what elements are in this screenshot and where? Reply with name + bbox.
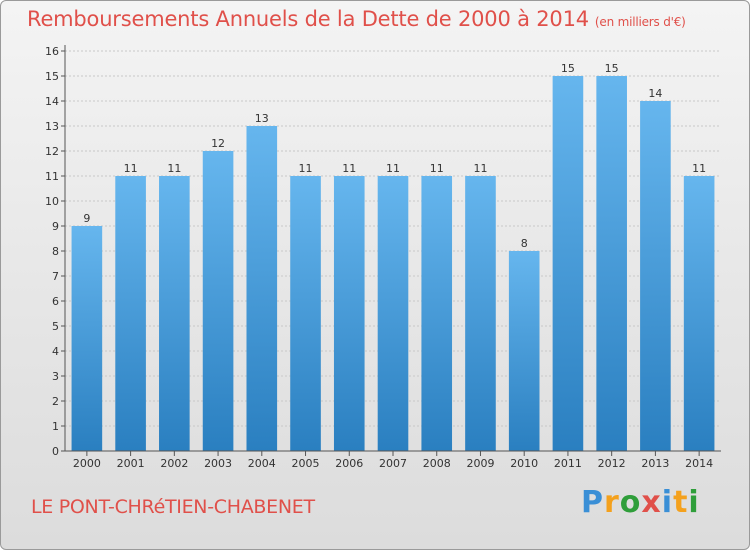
y-tick-label: 15 — [45, 70, 59, 83]
axes — [61, 45, 721, 456]
data-label: 13 — [255, 112, 269, 125]
chart-unit: (en milliers d'€) — [594, 15, 686, 29]
data-label: 11 — [167, 162, 181, 175]
bars — [71, 76, 715, 451]
x-tick-label: 2008 — [423, 457, 451, 470]
commune-name: LE PONT-CHRéTIEN-CHABENET — [31, 496, 315, 518]
bar-2009 — [465, 176, 496, 451]
data-label: 9 — [83, 212, 90, 225]
data-label: 11 — [692, 162, 706, 175]
x-tick-label: 2013 — [641, 457, 669, 470]
bar-2010 — [508, 251, 540, 451]
data-label: 8 — [521, 237, 528, 250]
logo-letter: i — [661, 485, 674, 520]
x-tick-label: 2007 — [379, 457, 407, 470]
x-tick-label: 2006 — [335, 457, 363, 470]
data-label: 11 — [342, 162, 356, 175]
data-label: 11 — [299, 162, 313, 175]
data-label: 14 — [648, 87, 662, 100]
data-label: 11 — [124, 162, 138, 175]
y-tick-label: 11 — [45, 170, 59, 183]
logo-letter: o — [619, 485, 642, 520]
y-tick-label: 6 — [52, 295, 59, 308]
x-tick-label: 2014 — [685, 457, 713, 470]
data-label: 11 — [386, 162, 400, 175]
bar-2002 — [159, 176, 190, 451]
logo-letter: P — [581, 485, 604, 520]
y-tick-label: 14 — [45, 95, 59, 108]
bar-2007 — [377, 176, 409, 451]
logo-letter: r — [604, 485, 620, 520]
y-tick-label: 13 — [45, 120, 59, 133]
x-tick-label: 2010 — [510, 457, 538, 470]
bar-2013 — [640, 101, 671, 451]
bar-2004 — [246, 126, 278, 451]
bar-2008 — [421, 176, 453, 451]
chart-title: Remboursements Annuels de la Dette de 20… — [27, 7, 686, 31]
x-tick-label: 2001 — [117, 457, 145, 470]
logo-letter: x — [641, 485, 662, 520]
data-label: 11 — [473, 162, 487, 175]
y-tick-label: 3 — [52, 370, 59, 383]
y-tick-label: 12 — [45, 145, 59, 158]
y-tick-label: 2 — [52, 395, 59, 408]
bar-2006 — [333, 176, 365, 451]
logo-letter: i — [688, 485, 700, 520]
x-tick-label: 2012 — [598, 457, 626, 470]
bar-2000 — [71, 226, 103, 451]
x-tick-label: 2011 — [554, 457, 582, 470]
data-label: 15 — [605, 62, 619, 75]
x-tick-label: 2003 — [204, 457, 232, 470]
y-tick-label: 10 — [45, 195, 59, 208]
bar-2005 — [290, 176, 321, 451]
bar-2014 — [683, 176, 715, 451]
y-tick-label: 4 — [52, 345, 59, 358]
x-tick-label: 2004 — [248, 457, 276, 470]
bar-2011 — [552, 76, 584, 451]
data-label: 12 — [211, 137, 225, 150]
y-tick-label: 9 — [52, 220, 59, 233]
logo-letter: t — [673, 485, 689, 520]
bar-2003 — [202, 151, 234, 451]
y-tick-label: 7 — [52, 270, 59, 283]
x-tick-label: 2002 — [160, 457, 188, 470]
chart-title-text: Remboursements Annuels de la Dette de 20… — [27, 7, 589, 31]
bar-2012 — [596, 76, 627, 451]
y-tick-label: 5 — [52, 320, 59, 333]
proxiti-logo: Proxiti — [581, 485, 700, 520]
x-tick-label: 2000 — [73, 457, 101, 470]
x-tick-label: 2005 — [292, 457, 320, 470]
bar-2001 — [115, 176, 146, 451]
y-tick-label: 16 — [45, 45, 59, 58]
data-label: 11 — [430, 162, 444, 175]
x-tick-label: 2009 — [466, 457, 494, 470]
data-label: 15 — [561, 62, 575, 75]
y-tick-label: 8 — [52, 245, 59, 258]
y-tick-label: 0 — [52, 445, 59, 458]
y-tick-label: 1 — [52, 420, 59, 433]
labels: 0123456789101112131415162000920011120021… — [45, 45, 713, 470]
